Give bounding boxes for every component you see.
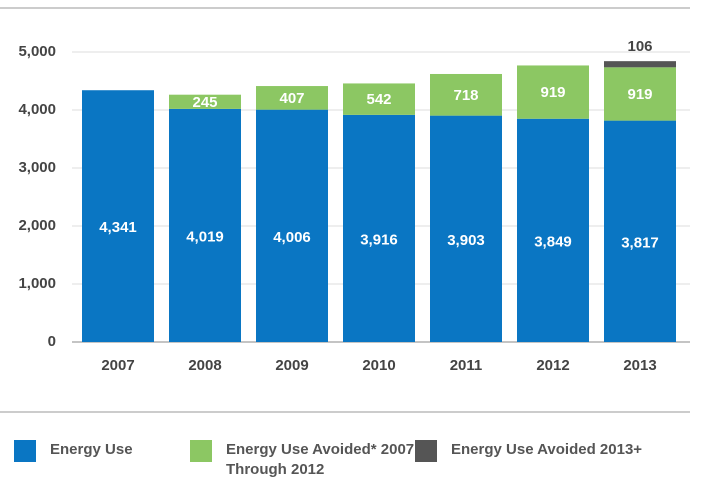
data-label: 4,006	[273, 229, 311, 246]
legend-swatch	[190, 440, 212, 462]
bar-segment	[82, 90, 154, 342]
data-label: 718	[453, 87, 478, 104]
data-label: 3,849	[534, 233, 572, 250]
legend-swatch	[14, 440, 36, 462]
legend-item: Energy Use Avoided* 2007 Through 2012	[190, 440, 416, 480]
data-label: 4,341	[99, 219, 137, 236]
bar-segment	[256, 109, 328, 342]
bar-segment	[343, 114, 415, 342]
bar-segment	[517, 65, 589, 119]
bar-segment	[430, 115, 502, 342]
x-tick-label: 2011	[450, 357, 483, 374]
chart: 0 1,000 2,000 3,000 4,000 5,000 2007 4,341 2008 4…	[0, 7, 690, 413]
data-label: 919	[540, 84, 565, 101]
bar-segment	[604, 120, 676, 342]
y-tick-label: 5,000	[18, 43, 56, 60]
bar-segment	[343, 83, 415, 115]
legend-swatch	[415, 440, 437, 462]
data-label: 245	[192, 94, 217, 111]
y-tick-label: 0	[48, 333, 56, 350]
legend-label: Energy Use Avoided* 2007 Through 2012	[226, 441, 415, 478]
bar-segment	[604, 61, 676, 68]
bar-segment	[169, 94, 241, 109]
data-label: 407	[279, 90, 304, 107]
bar-segment	[256, 86, 328, 110]
legend: Energy Use Energy Use Avoided* 2007 Throu…	[0, 436, 702, 486]
legend-item: Energy Use	[14, 440, 200, 462]
x-tick-label: 2010	[362, 357, 395, 374]
y-tick-label: 1,000	[18, 275, 56, 292]
bar-segment	[604, 67, 676, 121]
bar-segment	[517, 118, 589, 343]
legend-label: Energy Use	[50, 441, 133, 458]
y-tick-label: 4,000	[18, 101, 56, 118]
data-label: 3,903	[447, 232, 485, 249]
data-label: 106	[627, 38, 652, 55]
bar-segment	[169, 108, 241, 342]
data-label: 919	[627, 86, 652, 103]
data-label: 3,916	[360, 231, 398, 248]
bar-segment	[430, 73, 502, 116]
y-tick-label: 2,000	[18, 217, 56, 234]
y-tick-label: 3,000	[18, 159, 56, 176]
legend-label: Energy Use Avoided 2013+	[451, 441, 643, 458]
data-label: 3,817	[621, 234, 659, 251]
x-tick-label: 2008	[188, 357, 221, 374]
legend-item: Energy Use Avoided 2013+	[415, 440, 702, 462]
x-tick-label: 2009	[275, 357, 308, 374]
x-tick-label: 2013	[623, 357, 656, 374]
x-tick-label: 2007	[101, 357, 134, 374]
data-label: 542	[366, 91, 391, 108]
x-tick-label: 2012	[536, 357, 569, 374]
data-label: 4,019	[186, 228, 224, 245]
